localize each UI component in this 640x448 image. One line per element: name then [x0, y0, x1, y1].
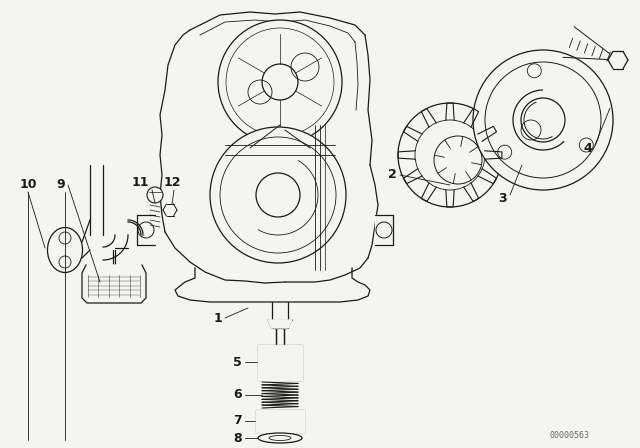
Text: 10: 10: [19, 178, 36, 191]
Polygon shape: [256, 410, 304, 432]
Text: 5: 5: [233, 356, 242, 369]
Circle shape: [218, 20, 342, 144]
Text: 2: 2: [388, 168, 397, 181]
Polygon shape: [175, 268, 370, 302]
Ellipse shape: [47, 228, 83, 272]
Circle shape: [473, 50, 613, 190]
Circle shape: [210, 127, 346, 263]
Text: 8: 8: [234, 431, 242, 444]
Polygon shape: [375, 215, 393, 245]
Polygon shape: [258, 345, 302, 380]
Polygon shape: [82, 265, 146, 303]
Circle shape: [434, 136, 482, 184]
Text: 9: 9: [56, 178, 65, 191]
Text: 6: 6: [234, 388, 242, 401]
Text: 7: 7: [233, 414, 242, 427]
Circle shape: [415, 120, 485, 190]
Ellipse shape: [258, 433, 302, 443]
Circle shape: [398, 103, 502, 207]
Polygon shape: [137, 215, 155, 245]
Text: 1: 1: [213, 311, 222, 324]
Circle shape: [147, 187, 163, 203]
Text: 12: 12: [163, 177, 180, 190]
Text: 3: 3: [499, 191, 507, 204]
Text: 11: 11: [131, 177, 148, 190]
Text: 4: 4: [583, 142, 592, 155]
Text: 00000563: 00000563: [550, 431, 590, 439]
Polygon shape: [268, 320, 292, 328]
